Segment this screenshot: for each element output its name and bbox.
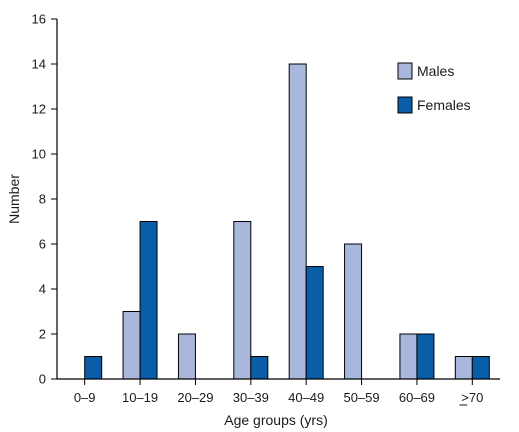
x-tick-label: 0–9 [74,390,96,405]
y-tick-label: 12 [32,102,46,117]
bar-males-3 [233,221,252,380]
y-tick-label: 10 [32,147,46,162]
y-axis-title: Number [6,174,22,224]
x-tick-label: >70 [461,390,483,405]
bar-females-6 [416,333,435,380]
y-tick-label: 2 [39,327,46,342]
x-ticks-group: 0–9 10–19 20–29 30–39 40–49 50–59 60–69 >70 [74,379,483,406]
bar-males-2 [177,333,196,380]
x-tick-label: 50–59 [343,390,379,405]
y-tick-label: 6 [39,237,46,252]
x-tick-label: 60–69 [399,390,435,405]
y-tick-label: 8 [39,192,46,207]
legend-swatch-males [397,62,413,80]
legend-label-females: Females [417,97,471,113]
bar-males-6 [399,333,418,380]
x-tick-label: 40–49 [288,390,324,405]
bars-group [84,63,490,380]
y-tick-label: 4 [39,282,46,297]
legend: Males Females [397,62,471,114]
bar-males-1 [122,311,141,380]
x-tick-label: 30–39 [233,390,269,405]
x-axis-title: Age groups (yrs) [224,412,327,428]
bar-males-5 [344,243,363,380]
y-tick-label: 14 [32,57,46,72]
y-tick-label: 0 [39,372,46,387]
y-tick-label: 16 [32,12,46,27]
bar-females-3 [250,356,269,380]
bar-males-4 [288,63,307,380]
bar-males-7 [454,356,473,380]
legend-swatch-females [397,96,413,114]
bar-females-7 [471,356,490,380]
x-tick-label: 20–29 [177,390,213,405]
legend-label-males: Males [417,63,454,79]
y-ticks-group: 0 2 4 6 8 10 12 14 16 [32,12,57,387]
x-tick-label: 10–19 [122,390,158,405]
bar-females-1 [139,221,158,380]
bar-females-4 [305,266,324,380]
bar-females-0 [84,356,103,380]
